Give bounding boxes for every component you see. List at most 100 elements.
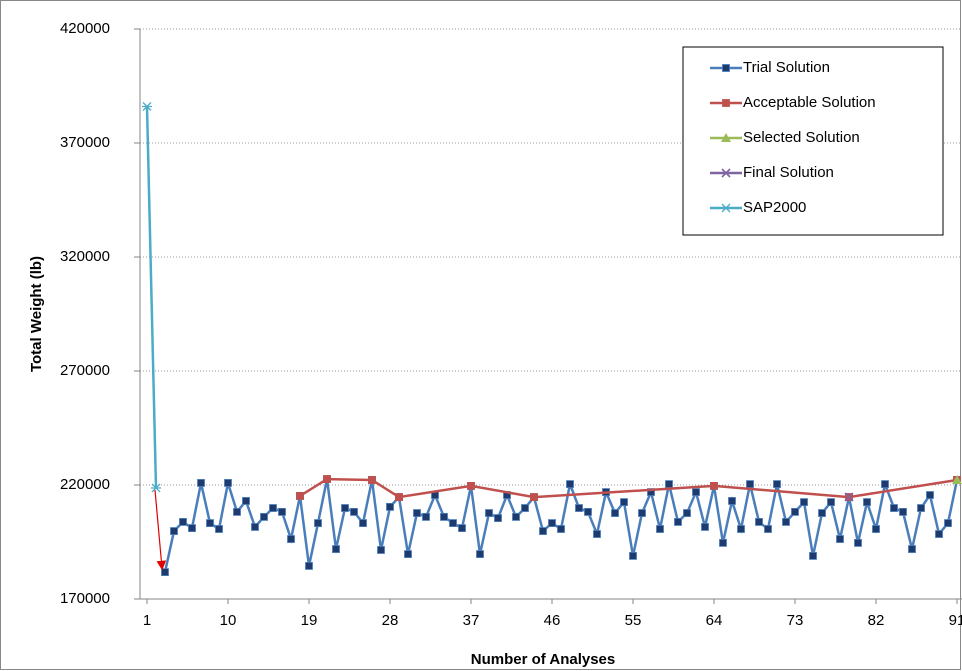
marker xyxy=(296,492,304,500)
marker xyxy=(142,102,152,111)
marker xyxy=(332,545,340,553)
marker xyxy=(728,497,736,505)
marker xyxy=(791,508,799,516)
marker xyxy=(521,504,529,512)
marker xyxy=(638,509,646,517)
marker xyxy=(611,509,619,517)
marker xyxy=(458,524,466,532)
x-tick-label: 73 xyxy=(787,612,804,629)
marker xyxy=(800,498,808,507)
x-tick-label: 46 xyxy=(544,612,561,629)
marker xyxy=(710,482,718,490)
x-tick-label: 91 xyxy=(949,612,962,629)
marker xyxy=(818,509,826,517)
marker xyxy=(539,527,547,535)
marker xyxy=(584,508,592,516)
marker xyxy=(647,488,655,496)
marker xyxy=(665,480,673,488)
marker xyxy=(944,519,952,527)
marker xyxy=(341,504,349,512)
x-tick-label: 64 xyxy=(706,612,723,629)
x-tick-label: 82 xyxy=(868,612,885,629)
marker xyxy=(359,519,367,527)
marker xyxy=(809,552,817,560)
marker xyxy=(737,525,745,533)
marker xyxy=(512,513,520,521)
y-tick-label: 370000 xyxy=(60,134,110,151)
marker xyxy=(935,530,943,538)
marker xyxy=(722,64,730,72)
marker xyxy=(206,519,214,527)
marker xyxy=(305,562,313,570)
marker xyxy=(395,493,403,501)
marker xyxy=(215,525,223,533)
marker xyxy=(323,475,331,483)
legend-label: Acceptable Solution xyxy=(743,94,876,111)
marker xyxy=(287,535,295,543)
marker xyxy=(260,513,268,521)
x-tick-label: 28 xyxy=(382,612,399,629)
y-tick-label: 270000 xyxy=(60,362,110,379)
y-tick-label: 220000 xyxy=(60,476,110,493)
marker xyxy=(386,502,394,511)
marker xyxy=(440,513,448,521)
marker xyxy=(404,550,412,558)
marker xyxy=(233,508,241,516)
marker xyxy=(746,480,754,488)
marker xyxy=(863,498,871,507)
marker xyxy=(269,504,277,512)
y-axis-title: Total Weight (lb) xyxy=(28,256,45,372)
marker xyxy=(629,552,637,560)
x-tick-label: 37 xyxy=(463,612,480,629)
y-tick-label: 320000 xyxy=(60,248,110,265)
marker xyxy=(368,476,376,484)
y-tick-label: 170000 xyxy=(60,590,110,607)
series xyxy=(952,474,962,484)
marker xyxy=(170,527,178,535)
marker xyxy=(926,491,934,499)
marker xyxy=(899,508,907,516)
x-tick-label: 19 xyxy=(301,612,318,629)
legend: Trial Solution Acceptable Solution Selecte… xyxy=(710,59,876,216)
series xyxy=(161,475,961,576)
marker xyxy=(179,518,187,526)
marker xyxy=(674,518,682,526)
y-tick-label: 420000 xyxy=(60,20,110,37)
marker xyxy=(197,479,205,487)
marker xyxy=(485,509,493,517)
marker xyxy=(908,545,916,553)
marker xyxy=(721,133,731,142)
marker xyxy=(782,518,790,526)
marker xyxy=(764,525,772,533)
marker xyxy=(721,203,731,213)
series xyxy=(844,492,854,502)
marker xyxy=(422,513,430,521)
series-line xyxy=(145,106,158,488)
annotation-arrow xyxy=(154,489,167,571)
marker xyxy=(721,168,731,178)
marker xyxy=(413,509,421,517)
series-layer xyxy=(142,102,962,576)
marker xyxy=(548,519,556,527)
marker xyxy=(593,530,601,538)
marker xyxy=(350,508,358,516)
marker xyxy=(188,524,196,532)
marker xyxy=(683,509,691,517)
marker xyxy=(278,508,286,516)
marker xyxy=(656,525,664,533)
marker xyxy=(952,474,962,484)
marker xyxy=(251,523,259,531)
marker xyxy=(449,519,457,527)
legend-label: Trial Solution xyxy=(743,59,830,76)
marker xyxy=(692,488,700,496)
marker xyxy=(773,480,781,488)
legend-label: SAP2000 xyxy=(743,199,806,216)
marker xyxy=(224,479,232,487)
marker xyxy=(161,568,169,576)
x-axis-title: Number of Analyses xyxy=(471,651,616,668)
marker xyxy=(151,483,161,493)
marker xyxy=(467,482,475,490)
marker xyxy=(557,525,565,533)
marker xyxy=(890,504,898,512)
